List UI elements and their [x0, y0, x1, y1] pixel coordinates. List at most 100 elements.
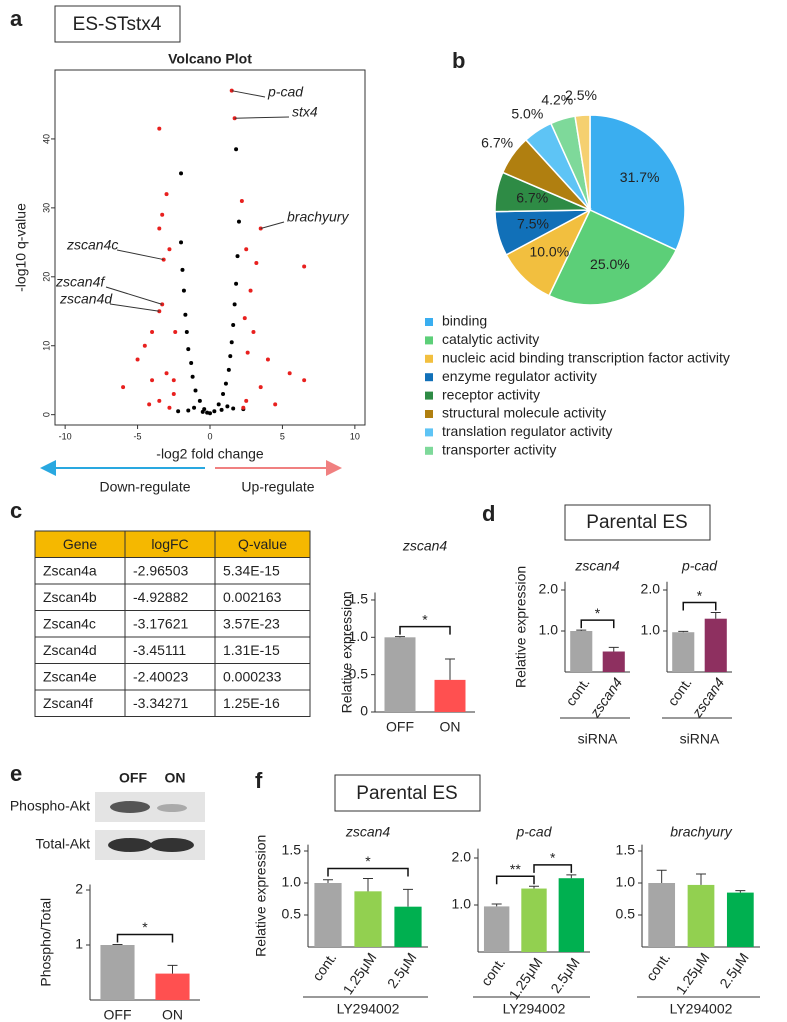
- annotation: brachyury: [287, 209, 349, 225]
- x-tick-label: 5: [280, 431, 285, 441]
- error-bar: [395, 636, 405, 638]
- group-label: LY294002: [503, 1001, 566, 1017]
- annotation-pointer: [105, 286, 163, 305]
- y-tick-label: 1.5: [616, 842, 636, 858]
- bar: [558, 878, 585, 952]
- data-point: [157, 398, 162, 403]
- group-label: LY294002: [337, 1001, 400, 1017]
- error-bar: [696, 873, 706, 885]
- legend-label: catalytic activity: [442, 331, 539, 347]
- annotation: stx4: [292, 104, 318, 120]
- table-cell: [124, 663, 216, 691]
- significance-bracket: [116, 933, 174, 943]
- bar: [521, 888, 547, 952]
- cell-text: -2.40023: [133, 668, 188, 684]
- y-tick-label: 1.0: [616, 874, 636, 890]
- header-text: Q-value: [238, 536, 287, 552]
- legend-swatch: [425, 373, 433, 382]
- legend-swatch: [425, 391, 433, 400]
- legend-label: binding: [442, 313, 487, 329]
- annotation: zscan4d: [59, 291, 113, 307]
- panel-label: a: [10, 6, 23, 31]
- significance-bracket: [327, 867, 409, 877]
- chart-title: p-cad: [515, 824, 552, 840]
- data-point: [164, 192, 169, 197]
- data-point: [164, 371, 169, 376]
- significance-bracket: [495, 875, 535, 885]
- annotation: zscan4c: [66, 237, 118, 253]
- data-point: [212, 409, 217, 414]
- y-tick-label: 1.5: [349, 591, 369, 607]
- data-point: [167, 405, 172, 410]
- bar: [687, 884, 715, 947]
- data-point: [171, 378, 176, 383]
- legend-label: translation regulator activity: [442, 423, 612, 439]
- data-point: [228, 354, 233, 359]
- cell-text: -3.34271: [133, 695, 188, 711]
- data-point: [192, 405, 197, 410]
- data-point: [216, 402, 221, 407]
- bar: [394, 906, 422, 947]
- slice-label: 2.5%: [565, 87, 597, 103]
- data-point: [236, 219, 241, 224]
- data-point: [241, 405, 246, 410]
- cell-text: 5.34E-15: [223, 562, 280, 578]
- legend-swatch: [425, 410, 433, 418]
- slice-label: 7.5%: [517, 216, 549, 232]
- bar: [155, 973, 190, 1000]
- data-point: [265, 357, 270, 362]
- data-point: [258, 385, 263, 390]
- data-point: [184, 329, 189, 334]
- bar: [100, 945, 135, 1000]
- panel-label: b: [452, 48, 465, 73]
- bar: [672, 632, 695, 672]
- bar: [314, 883, 342, 947]
- table-cell: [124, 636, 216, 664]
- error-bar: [608, 646, 619, 652]
- table-cell: [214, 610, 311, 638]
- header-text: Gene: [63, 536, 97, 552]
- legend-label: enzyme regulator activity: [442, 368, 597, 384]
- y-tick-label: 0: [360, 703, 368, 719]
- data-point: [157, 126, 162, 131]
- data-point: [186, 347, 191, 352]
- header-cell: [214, 530, 311, 558]
- chart-title: zscan4: [402, 538, 448, 554]
- data-point: [245, 350, 250, 355]
- error-bar: [363, 878, 373, 892]
- bar: [602, 651, 625, 672]
- cell-text: -2.96503: [133, 562, 188, 578]
- data-point: [229, 340, 234, 345]
- significance-label: *: [550, 850, 556, 866]
- data-point: [167, 247, 172, 252]
- data-point: [231, 406, 236, 411]
- row-label: Phospho-Akt: [10, 798, 90, 814]
- annotation-pointer: [231, 90, 266, 98]
- western-blot: [95, 792, 205, 860]
- data-point: [205, 410, 210, 415]
- legend-label: receptor activity: [442, 386, 540, 402]
- error-bar: [167, 964, 178, 974]
- significance-label: *: [595, 605, 601, 621]
- data-point: [171, 391, 176, 396]
- x-tick-label: 10: [350, 431, 360, 441]
- data-point: [186, 408, 191, 413]
- cell-text: Zscan4f: [43, 695, 93, 711]
- cell-text: Zscan4e: [43, 668, 97, 684]
- table-cell: [34, 636, 126, 664]
- y-tick-label: 1.0: [539, 622, 559, 638]
- y-axis-label: Relative expression: [339, 591, 355, 713]
- data-point: [193, 388, 198, 393]
- data-point: [231, 323, 236, 328]
- y-tick-label: 0.5: [616, 906, 636, 922]
- data-point: [157, 226, 162, 231]
- y-tick-label: 1.0: [282, 874, 302, 890]
- cell-text: 0.000233: [223, 668, 282, 684]
- error-bar: [566, 874, 577, 879]
- x-tick-label: OFF: [104, 1007, 132, 1022]
- data-point: [221, 391, 226, 396]
- y-tick-label: 20: [41, 272, 51, 282]
- error-bar: [735, 890, 746, 893]
- bar: [704, 618, 727, 672]
- panel-label: f: [255, 768, 263, 793]
